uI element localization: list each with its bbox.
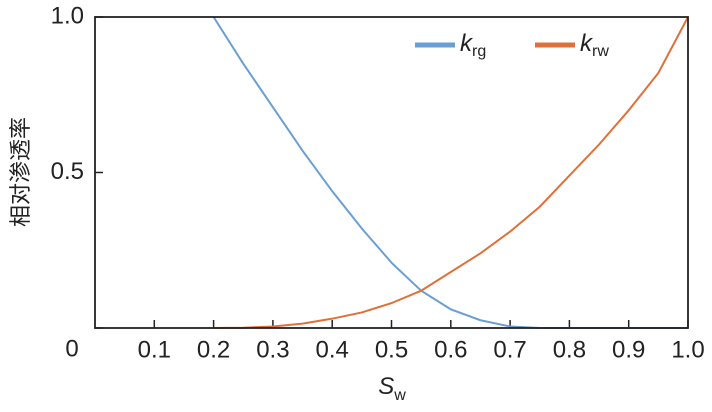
x-tick-label: 0.2 — [197, 336, 230, 363]
legend-label-sub: rg — [472, 43, 486, 60]
y-axis-label: 相对渗透率 — [9, 117, 34, 227]
x-axis-label-main: S — [378, 373, 394, 400]
legend-label: krw — [580, 30, 609, 60]
x-tick-label: 0.7 — [493, 336, 526, 363]
legend-label: krg — [460, 30, 486, 60]
legend-label-sub: rw — [592, 43, 609, 60]
x-axis-label-sub: w — [393, 387, 406, 404]
series-line — [213, 16, 689, 329]
x-tick-label: 0.8 — [553, 336, 586, 363]
legend-label-main: k — [580, 30, 594, 57]
y-tick-label: 0 — [65, 335, 78, 362]
x-tick-label: 1.0 — [671, 336, 704, 363]
plot-frame — [94, 16, 689, 329]
x-tick-label: 0.1 — [138, 336, 171, 363]
x-tick-label: 0.6 — [434, 336, 467, 363]
series-line — [212, 16, 688, 329]
y-tick-label: 0.5 — [51, 158, 84, 185]
x-tick-label: 0.9 — [612, 336, 645, 363]
x-tick-label: 0.5 — [375, 336, 408, 363]
x-axis-label: Sw — [378, 373, 406, 404]
legend-label-main: k — [460, 30, 474, 57]
x-tick-label: 0.4 — [316, 336, 349, 363]
x-tick-label: 0.3 — [256, 336, 289, 363]
y-tick-label: 1.0 — [51, 2, 84, 29]
